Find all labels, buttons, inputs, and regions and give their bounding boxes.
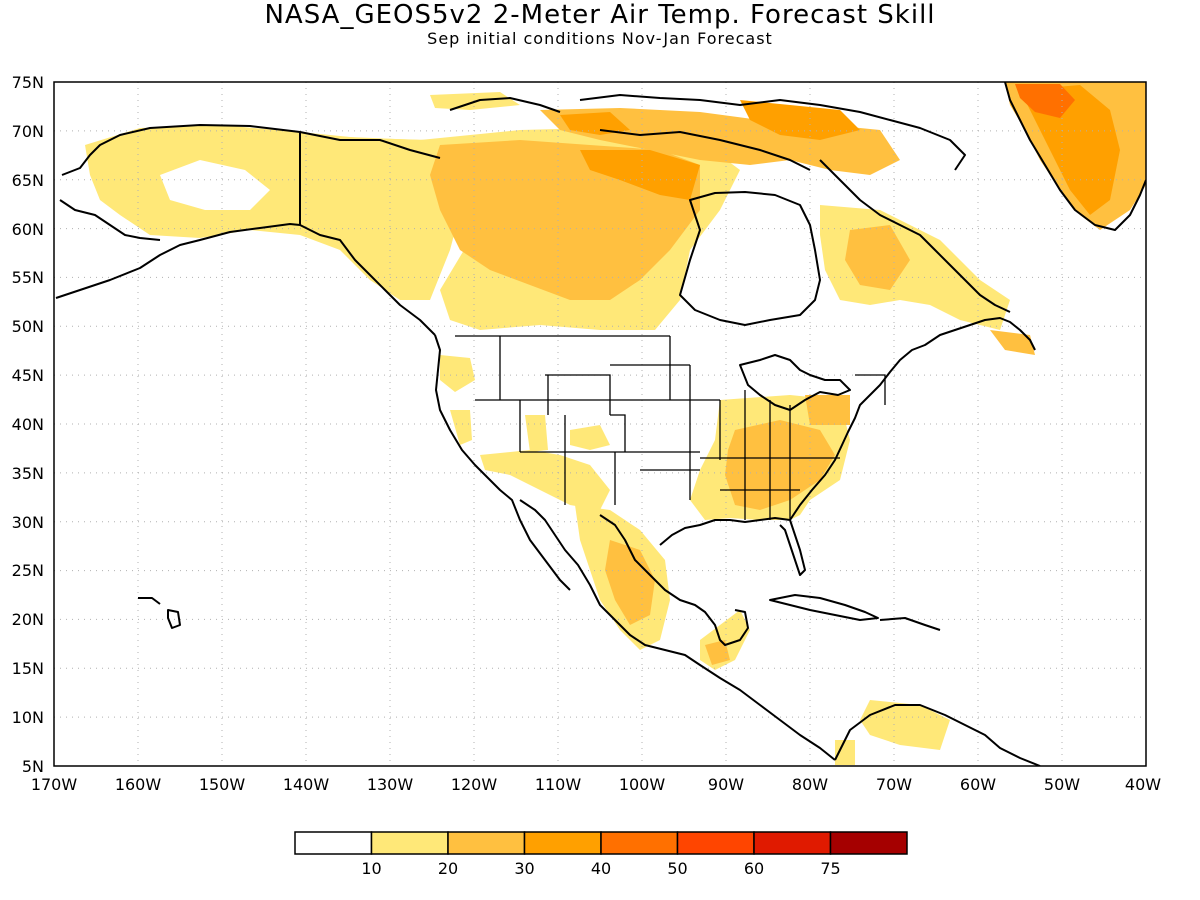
skill-area-quebec [820,205,1010,330]
lon-label: 110W [535,775,582,794]
lon-label: 150W [199,775,246,794]
lat-label: 5N [22,757,44,776]
lon-label: 90W [708,775,744,794]
lon-label: 50W [1044,775,1080,794]
colorbar-label: 20 [438,859,458,878]
coastlines [55,82,1146,766]
colorbar-swatch [294,831,373,855]
lon-label: 80W [792,775,828,794]
skill-area-arctic-core [740,100,860,140]
colorbar-swatch [676,831,755,855]
lon-label: 100W [619,775,666,794]
lon-label: 130W [367,775,414,794]
lon-label: 170W [31,775,78,794]
lon-label: 120W [451,775,498,794]
plot-frame [53,81,1147,767]
lon-label: 70W [876,775,912,794]
lon-label: 160W [115,775,162,794]
lat-label: 55N [12,268,44,287]
skill-area-greenland-mid [1020,85,1120,215]
lon-label: 140W [283,775,330,794]
lat-label: 65N [12,171,44,190]
colorbar-label: 30 [514,859,534,878]
lon-label: 40W [1125,775,1161,794]
colorbar-label: 40 [591,859,611,878]
lat-label: 40N [12,415,44,434]
lat-label: 30N [12,513,44,532]
latitude-labels: 75N 70N 65N 60N 55N 50N 45N 40N 35N 30N … [12,73,44,776]
skill-area-south-america [860,700,950,750]
skill-area-quebec-orange [845,225,910,290]
state-borders [455,335,886,520]
lat-label: 75N [12,73,44,92]
skill-area-pennsylvania [805,395,850,425]
lat-label: 70N [12,122,44,141]
lat-label: 35N [12,464,44,483]
skill-area-pacific-nw [440,355,475,392]
skill-shading [85,82,1146,765]
lat-label: 20N [12,610,44,629]
lat-label: 25N [12,561,44,580]
colorbar-label: 60 [744,859,764,878]
skill-area-utah [525,415,548,452]
colorbar-label: 10 [361,859,381,878]
map-title: NASA_GEOS5v2 2-Meter Air Temp. Forecast … [264,0,936,30]
skill-area-alaska-white [160,160,270,210]
colorbar-swatch [829,831,908,855]
skill-area-greenland-core [1015,84,1075,118]
skill-area-southwest [480,450,610,510]
skill-area-southeast-core [725,420,835,510]
colorbar-label: 50 [667,859,687,878]
colorbar-swatch [370,831,449,855]
colorbar-swatch [600,831,679,855]
lat-label: 15N [12,659,44,678]
colorbar-swatch [523,831,602,855]
skill-area-colorado [570,425,610,450]
skill-area-yucatan-core [705,640,730,665]
lat-label: 45N [12,366,44,385]
map-subtitle: Sep initial conditions Nov-Jan Forecast [427,29,773,48]
skill-area-colombia [835,740,855,765]
longitude-labels: 170W 160W 150W 140W 130W 120W 110W 100W … [31,775,1161,794]
skill-area-maritimes [990,330,1035,355]
lon-label: 60W [960,775,996,794]
skill-area-california [450,410,472,445]
colorbar-swatch [447,831,526,855]
lat-label: 60N [12,220,44,239]
lat-label: 10N [12,708,44,727]
lat-label: 50N [12,317,44,336]
colorbar-label: 75 [820,859,840,878]
colorbar [294,831,908,855]
skill-area-mexico-core [605,540,655,625]
colorbar-labels: 10 20 30 40 50 60 75 [361,859,840,878]
skill-area-hudson-west [580,150,700,200]
skill-area-arctic-west [560,112,630,135]
colorbar-swatch [753,831,832,855]
